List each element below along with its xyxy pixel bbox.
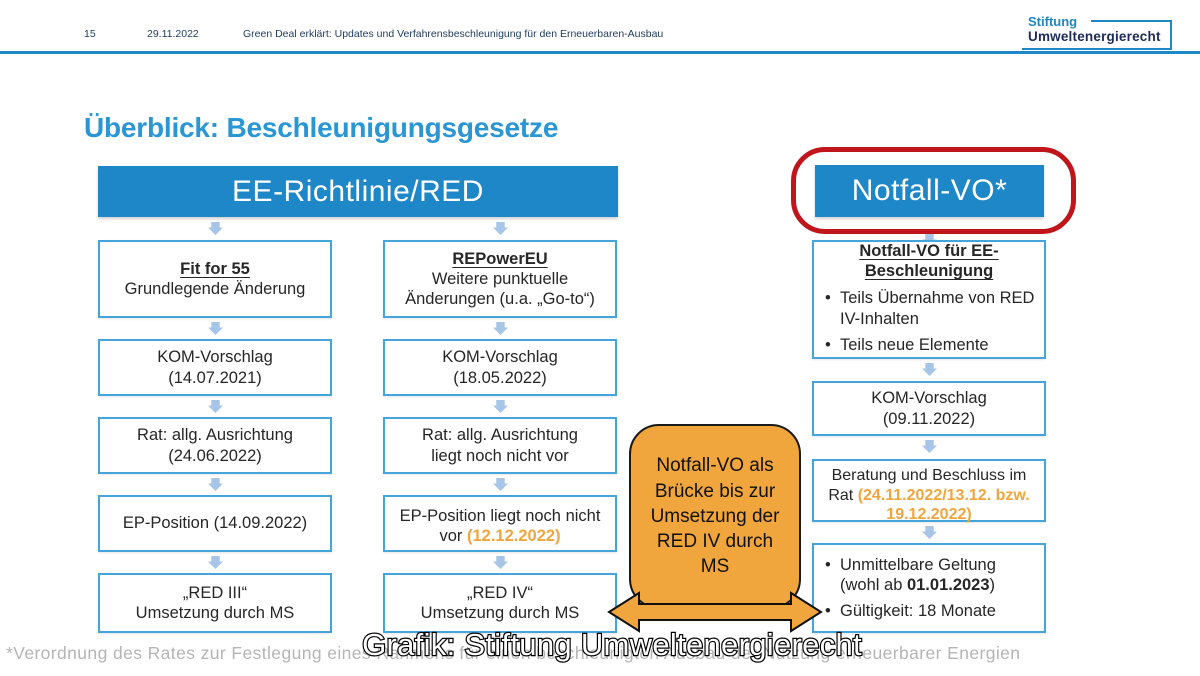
box-red-iv: „RED IV“ Umsetzung durch MS [383, 573, 617, 633]
logo-frame-bottom [1022, 48, 1172, 50]
box-line: (14.07.2021) [168, 368, 262, 387]
box-line: Rat: allg. Ausrichtung [137, 426, 293, 445]
caption-overlay: Grafik: Stiftung Umweltenergierecht [361, 626, 863, 663]
box-kom-vorschlag-2022: KOM-Vorschlag (18.05.2022) [383, 339, 617, 396]
column-header-notfall-vo: Notfall-VO* [815, 165, 1044, 217]
column-header-ee-richtlinie-label: EE-Richtlinie/RED [232, 174, 484, 208]
flow-arrow-icon [208, 222, 223, 235]
red-highlight-ellipse [791, 147, 1076, 234]
box-line: EP-Position (14.09.2022) [122, 514, 308, 533]
box-line: Umsetzung durch MS [420, 604, 580, 622]
box-repowereu-title: REPowerEU [452, 249, 548, 268]
bullet-item: Teils Übernahme von RED IV-Inhalten [820, 288, 1038, 328]
box-kom-vorschlag-2021: KOM-Vorschlag (14.07.2021) [98, 339, 332, 396]
box-repowereu: REPowerEU Weitere punktuelle Änderungen … [383, 240, 617, 318]
flow-arrow-icon [208, 556, 223, 569]
column-header-notfall-vo-label: Notfall-VO* [851, 174, 1008, 207]
box-text: Beratung und Beschluss im Rat [828, 467, 1027, 504]
box-date-highlight: (12.12.2022) [466, 527, 561, 546]
box-red-iii: „RED III“ Umsetzung durch MS [98, 573, 332, 633]
box-beratung-beschluss-rat: Beratung und Beschluss im Rat (24.11.202… [812, 459, 1046, 524]
box-line: „RED III“ [182, 583, 248, 602]
box-line: liegt noch nicht vor [431, 446, 569, 465]
box-unmittelbare-geltung: Unmittelbare Geltung (wohl ab 01.01.2023… [812, 543, 1046, 633]
callout-bridge-text: Notfall-VO als Brücke bis zur Umsetzung … [650, 455, 780, 578]
slide-title: Überblick: Beschleunigungsgesetze [84, 112, 559, 143]
box-fit-for-55: Fit for 55 Grundlegende Änderung [98, 240, 332, 318]
column-header-ee-richtlinie: EE-Richtlinie/RED [98, 166, 618, 217]
box-line: (09.11.2022) [882, 409, 976, 428]
footnote: *Verordnung des Rates zur Festlegung ein… [6, 643, 1021, 663]
box-text: EP-Position liegt noch nicht vor [399, 507, 601, 546]
bullet-bold-date: 01.01.2023 [906, 575, 990, 594]
header-title: Green Deal erklärt: Updates und Verfahre… [243, 28, 664, 40]
box-line: KOM-Vorschlag [157, 348, 273, 367]
callout-bridge: Notfall-VO als Brücke bis zur Umsetzung … [629, 424, 801, 609]
box-line: (18.05.2022) [453, 368, 547, 387]
box-fit-for-55-title: Fit for 55 [180, 259, 250, 278]
bullet-item: Gültigkeit: 18 Monate [820, 601, 1038, 621]
box-line: Rat: allg. Ausrichtung [422, 426, 578, 445]
box-kom-vorschlag-nov-2022: KOM-Vorschlag (09.11.2022) [812, 381, 1046, 436]
flow-arrow-icon [493, 556, 508, 569]
logo-umweltenergierecht-text: Umweltenergierecht [1028, 29, 1161, 44]
bullet-text: Unmittelbare Geltung (wohl ab [840, 555, 996, 594]
flow-arrow-icon [208, 400, 223, 413]
box-fit-for-55-body: Grundlegende Änderung [124, 280, 306, 298]
box-notfall-title: Notfall-VO für EE-Beschleunigung [859, 242, 999, 281]
header-date: 29.11.2022 [147, 28, 199, 40]
box-repowereu-body: Weitere punktuelle Änderungen (u.a. „Go-… [405, 269, 595, 309]
header-page-number: 15 [84, 28, 96, 40]
box-line: (24.06.2022) [168, 446, 262, 465]
box-rat-ausrichtung-2022: Rat: allg. Ausrichtung (24.06.2022) [98, 417, 332, 474]
box-notfall-vo-ee-beschleunigung: Notfall-VO für EE-Beschleunigung Teils Ü… [812, 240, 1046, 359]
flow-arrow-icon [208, 478, 223, 491]
flow-arrow-icon [208, 322, 223, 335]
box-ep-position-liegt-nicht-vor: EP-Position liegt noch nicht vor (12.12.… [383, 495, 617, 552]
bullet-text: ) [989, 575, 996, 594]
logo-frame-top [1091, 20, 1172, 22]
box-line: „RED IV“ [467, 583, 533, 602]
double-arrow-icon [607, 591, 823, 633]
flow-arrow-icon [493, 222, 508, 235]
bullet-item: Unmittelbare Geltung (wohl ab 01.01.2023… [820, 555, 1038, 595]
box-line: KOM-Vorschlag [871, 389, 987, 408]
flow-arrow-icon [493, 478, 508, 491]
box-line: Umsetzung durch MS [135, 604, 295, 622]
logo-frame-right [1170, 20, 1172, 50]
flow-arrow-icon [922, 440, 937, 453]
header-divider-line [0, 51, 1200, 54]
flow-arrow-icon [922, 526, 937, 539]
logo-stiftung-text: Stiftung [1028, 14, 1078, 29]
box-rat-liegt-nicht-vor: Rat: allg. Ausrichtung liegt noch nicht … [383, 417, 617, 474]
flow-arrow-icon [493, 322, 508, 335]
box-date-highlight: (24.11.2022/13.12. bzw. 19.12.2022) [857, 486, 1030, 524]
flow-arrow-icon [493, 400, 508, 413]
bullet-item: Teils neue Elemente [820, 335, 1038, 355]
flow-arrow-icon [922, 363, 937, 376]
box-line: KOM-Vorschlag [442, 348, 558, 367]
box-ep-position-2022: EP-Position (14.09.2022) [98, 495, 332, 552]
